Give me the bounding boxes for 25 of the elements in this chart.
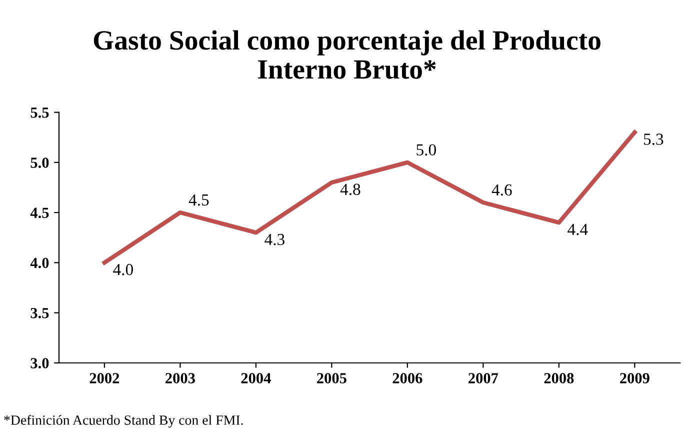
data-label: 4.4 [568, 224, 588, 236]
chart-title: Gasto Social como porcentaje del Producto Interno Bruto* [94, 30, 600, 79]
y-tick-label: 5.0 [30, 158, 49, 168]
x-tick-label: 2003 [166, 373, 195, 384]
x-tick-label: 2006 [392, 373, 422, 384]
data-label: 4.5 [188, 194, 209, 206]
x-tick-label: 2002 [90, 373, 120, 384]
y-tick-label: 5.5 [30, 108, 49, 118]
x-tick-label: 2004 [241, 373, 271, 384]
x-tick-label: 2008 [544, 373, 574, 384]
line-series [102, 130, 637, 265]
y-tick-label: 3.5 [30, 308, 49, 318]
x-tick-label: 2007 [468, 373, 498, 384]
data-label: 4.6 [492, 184, 512, 196]
data-label: 5.0 [416, 144, 436, 156]
data-label: 4.0 [113, 264, 133, 276]
x-tick-label: 2009 [620, 373, 650, 384]
data-label: 5.3 [644, 134, 664, 145]
y-tick-label: 3.0 [30, 358, 49, 368]
y-tick-label: 4.5 [30, 208, 49, 218]
y-tick-label: 4.0 [30, 258, 49, 268]
data-label: 4.3 [264, 234, 284, 246]
data-label: 4.8 [340, 184, 360, 196]
text: *Definición Acuerdo Stand By con el FMI. [4, 414, 243, 428]
x-tick-label: 2005 [317, 373, 346, 384]
